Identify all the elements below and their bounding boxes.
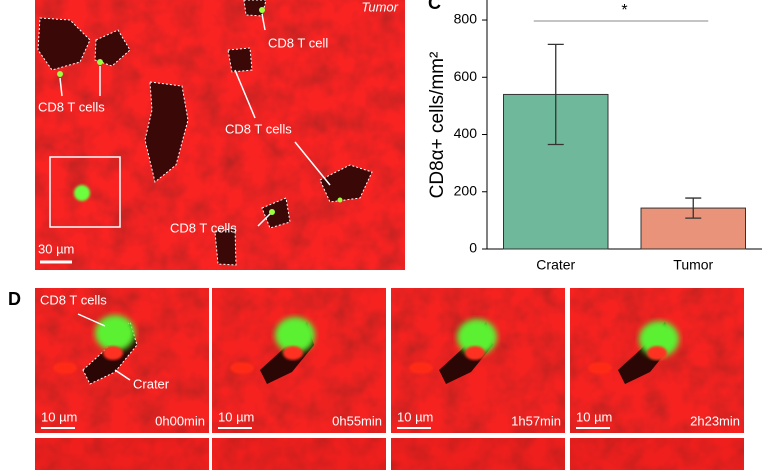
cell-label: CD8 T cells: [225, 121, 292, 136]
cell-label: CD8 T cells: [38, 99, 105, 114]
corner-label: Tumor: [361, 0, 398, 14]
cell: [457, 319, 497, 355]
y-tick-label: 400: [454, 125, 478, 141]
panel-letter: D: [8, 289, 21, 309]
error-bar: [685, 197, 702, 219]
y-tick-label: 0: [469, 240, 477, 256]
time-label: 2h23min: [690, 413, 740, 428]
cell-label: CD8 T cell: [268, 35, 328, 50]
micrograph-top: Tumor CD8 T cell CD8 T cells CD8 T cells…: [35, 0, 405, 270]
red-blob: [103, 346, 123, 360]
time-label: 0h55min: [332, 413, 382, 428]
red-blob: [53, 362, 77, 374]
time-label: 1h57min: [511, 413, 561, 428]
scale-bar-label: 30 µm: [38, 241, 74, 256]
y-tick-label: 200: [454, 182, 478, 198]
time-lapse: 10 µm 0h00min 10 µm 0h55min 10 µm 1h57min 10 µ…: [35, 288, 744, 470]
red-blob: [647, 346, 667, 360]
y-tick-label: 600: [454, 68, 478, 84]
red-blob: [465, 346, 485, 360]
red-blob: [409, 362, 433, 374]
scale-bar-label: 10 µm: [576, 409, 612, 424]
y-axis-label: CD8α+ cells/mm²: [427, 52, 448, 199]
arrow: [114, 369, 131, 381]
arrow: [77, 313, 106, 327]
frame-texture: [212, 438, 386, 470]
cell-label: CD8 T cells: [170, 220, 237, 235]
scale-bar-label: 10 µm: [218, 409, 254, 424]
cell-label: CD8 T cells: [40, 292, 107, 307]
cell: [95, 315, 135, 351]
x-tick-label: Tumor: [673, 257, 713, 273]
significance-label: *: [621, 2, 627, 19]
x-tick-label: Crater: [536, 257, 575, 273]
panel-letter: C: [428, 0, 441, 13]
crater-label: Crater: [133, 376, 170, 391]
error-bar: [547, 43, 564, 146]
frame-texture: [570, 438, 744, 470]
cell: [639, 321, 679, 357]
time-label: 0h00min: [155, 413, 205, 428]
frame-texture: [35, 438, 209, 470]
red-blob: [283, 346, 303, 360]
scale-bar-label: 10 µm: [41, 409, 77, 424]
bar-chart: CD8α+ cells/mm² 0 200 400 600 800 Crater Tumor…: [427, 0, 762, 273]
cell: [275, 317, 315, 353]
y-tick-label: 800: [454, 11, 478, 27]
red-blob: [588, 362, 612, 374]
red-blob: [230, 362, 254, 374]
frame-texture: [391, 438, 565, 470]
scale-bar-label: 10 µm: [397, 409, 433, 424]
